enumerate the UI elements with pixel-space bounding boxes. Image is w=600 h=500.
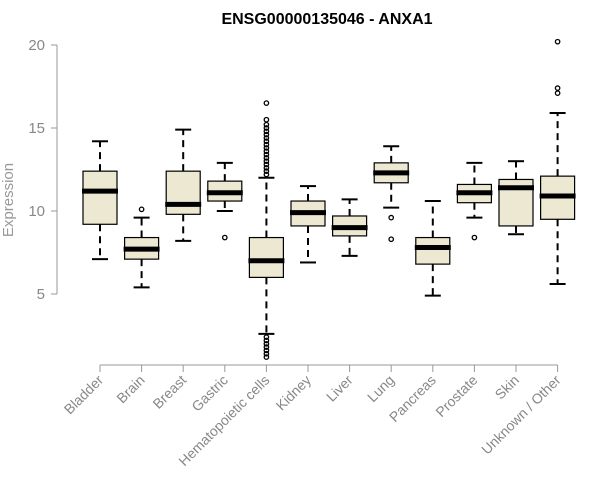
outlier-point bbox=[263, 158, 270, 165]
x-tick-label: Skin bbox=[492, 372, 523, 403]
outlier-point bbox=[263, 164, 270, 171]
x-tick-label: Lung bbox=[364, 372, 397, 405]
box-group bbox=[123, 206, 160, 289]
outlier-point bbox=[263, 350, 270, 357]
outlier-point bbox=[263, 168, 270, 175]
y-tick-label: 15 bbox=[28, 120, 45, 137]
outlier-point bbox=[263, 161, 270, 168]
x-tick-label: Breast bbox=[149, 372, 189, 412]
box-group bbox=[290, 185, 326, 264]
outlier-point bbox=[263, 138, 270, 145]
outlier-point bbox=[388, 214, 395, 221]
x-tick-label: Prostate bbox=[432, 372, 480, 420]
x-tick-label: Liver bbox=[323, 372, 356, 405]
box-iqr bbox=[82, 170, 118, 225]
y-axis-title: Expression bbox=[0, 163, 17, 237]
outlier-point bbox=[263, 334, 270, 341]
outlier-point bbox=[263, 125, 270, 131]
box-iqr bbox=[165, 170, 201, 215]
box-group bbox=[498, 160, 534, 236]
x-tick-label: Bladder bbox=[61, 372, 107, 418]
box-group bbox=[165, 128, 202, 242]
box-iqr bbox=[248, 236, 284, 278]
outlier-point bbox=[263, 135, 270, 141]
outlier-point bbox=[263, 148, 270, 155]
outlier-point bbox=[263, 151, 270, 158]
outlier-point bbox=[263, 344, 270, 350]
outlier-point bbox=[263, 131, 270, 138]
box-group bbox=[539, 38, 576, 286]
outlier-point bbox=[263, 128, 270, 135]
boxes-group bbox=[82, 38, 576, 360]
outlier-point bbox=[388, 236, 395, 243]
outlier-point bbox=[138, 206, 145, 213]
outlier-point bbox=[263, 171, 270, 178]
outlier-point bbox=[554, 90, 561, 96]
outlier-point bbox=[263, 145, 270, 151]
outlier-point bbox=[554, 38, 561, 45]
outlier-point bbox=[263, 100, 270, 106]
x-tick-label: Brain bbox=[113, 372, 147, 406]
outlier-point bbox=[263, 141, 270, 148]
box-group bbox=[414, 200, 451, 297]
y-tick-label: 5 bbox=[37, 286, 45, 303]
y-tick-label: 10 bbox=[28, 203, 45, 220]
y-tick-label: 20 bbox=[28, 37, 45, 54]
outlier-point bbox=[263, 337, 270, 344]
box-group bbox=[248, 100, 285, 360]
box-group bbox=[373, 145, 410, 243]
outlier-point bbox=[554, 85, 561, 92]
outlier-point bbox=[471, 234, 478, 241]
chart-title: ENSG00000135046 - ANXA1 bbox=[221, 11, 432, 28]
x-tick-label: Unknown / Other bbox=[478, 372, 564, 458]
box-group bbox=[456, 161, 493, 241]
outlier-point bbox=[263, 155, 270, 161]
y-axis: 5 10 15 20 bbox=[28, 37, 58, 303]
box-group bbox=[82, 140, 118, 261]
x-tick-label: Kidney bbox=[273, 372, 315, 414]
outlier-point bbox=[263, 354, 270, 360]
outlier-point bbox=[263, 340, 270, 347]
outlier-point bbox=[263, 347, 270, 354]
box-group bbox=[331, 198, 368, 257]
box-group bbox=[206, 161, 243, 241]
outlier-point bbox=[221, 234, 228, 241]
outlier-point bbox=[263, 116, 270, 123]
box-iqr bbox=[415, 236, 451, 265]
